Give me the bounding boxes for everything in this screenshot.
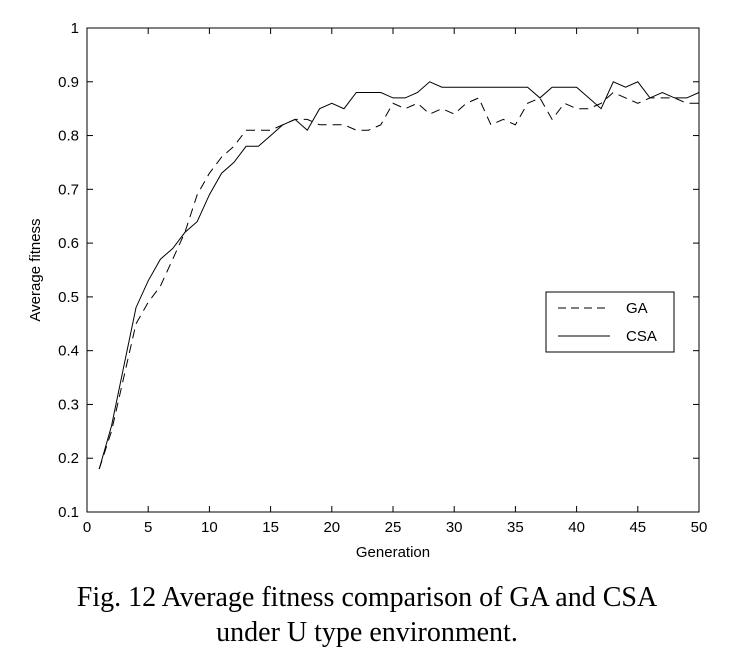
y-tick-label: 1: [71, 20, 79, 37]
series-line-ga: [98, 91, 699, 470]
x-tick-label: 0: [83, 519, 91, 536]
series-layer: [98, 81, 700, 470]
y-tick-label: 0.9: [58, 74, 79, 91]
x-tick-label: 10: [201, 519, 218, 536]
y-tick-label: 0.6: [58, 235, 79, 252]
x-tick-label: 30: [446, 519, 463, 536]
y-tick-label: 0.2: [58, 450, 79, 467]
ticks: 0 5 10 15 20 25 30 35 40 45 50 0.1 0.2 0.3 0.4 0.5 0.6 0.…: [58, 20, 707, 536]
x-tick-label: 20: [323, 519, 340, 536]
y-tick-label: 0.5: [58, 289, 79, 306]
series-line-csa: [98, 81, 700, 470]
y-tick-label: 0.1: [58, 504, 79, 521]
x-axis-label: Generation: [356, 544, 430, 561]
x-tick-label: 5: [144, 519, 152, 536]
y-tick-label: 0.8: [58, 128, 79, 145]
y-tick-label: 0.3: [58, 396, 79, 413]
plot-area: [86, 27, 700, 513]
x-tick-label: 40: [568, 519, 585, 536]
legend-box: [545, 291, 675, 353]
x-tick-label: 35: [507, 519, 524, 536]
x-tick-label: 15: [262, 519, 279, 536]
y-axis-label: Average fitness: [27, 218, 44, 321]
legend-label-csa: CSA: [626, 328, 657, 345]
y-tick-label: 0.4: [58, 343, 79, 360]
x-tick-label: 50: [691, 519, 708, 536]
chart: 0 5 10 15 20 25 30 35 40 45 50 0.1 0.2 0.3 0.4 0.5 0.6 0.…: [27, 20, 707, 561]
figure-caption-line1: Fig. 12 Average fitness comparison of GA…: [76, 582, 658, 613]
x-tick-label: 45: [629, 519, 646, 536]
x-tick-label: 25: [385, 519, 402, 536]
figure-caption-line2: under U type environment.: [216, 617, 518, 648]
legend: GA CSA: [545, 291, 675, 353]
legend-label-ga: GA: [626, 300, 648, 317]
y-tick-label: 0.7: [58, 181, 79, 198]
